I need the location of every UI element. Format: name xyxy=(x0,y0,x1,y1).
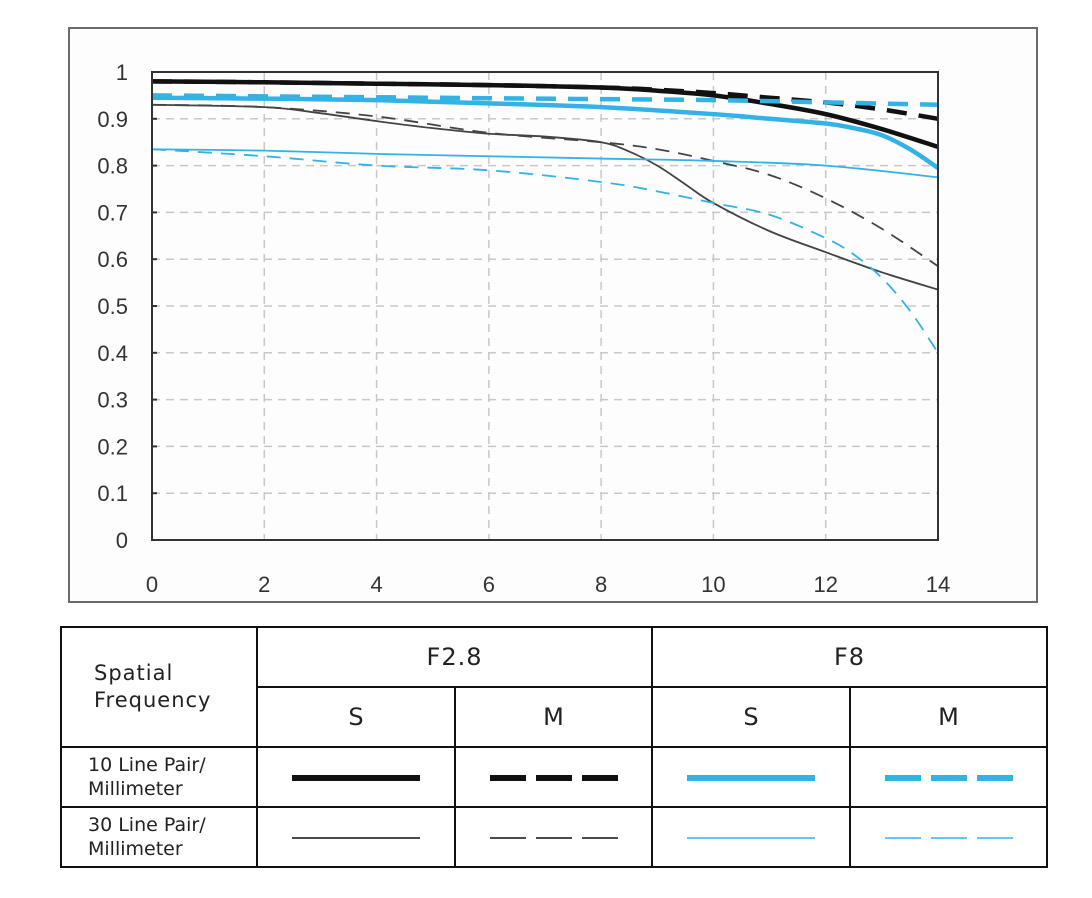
column-header-f2-8-s: S xyxy=(256,686,456,748)
series-line-f2-8-s-10-line-pair-millimeter xyxy=(151,79,939,150)
x-tick-label: 10 xyxy=(701,572,725,597)
spatial-frequency-header: Spatial Frequency xyxy=(60,626,258,748)
row-label-30lp: 30 Line Pair/ Millimeter xyxy=(60,806,258,868)
legend-cell-f2-8-m-30 xyxy=(453,806,654,868)
y-tick-label: 0.3 xyxy=(97,388,128,413)
mtf-chart: 00.10.20.30.40.50.60.70.80.910 2 4 6 8 10 12 14 xyxy=(97,60,950,597)
legend-cell-f2-8-s-30 xyxy=(256,806,456,868)
x-tick-label: 2 xyxy=(258,572,270,597)
legend-sample-f2-8-m-10 xyxy=(489,775,618,781)
legend-sample-f2-8-s-10 xyxy=(292,775,420,781)
x-tick-label: 6 xyxy=(483,572,495,597)
y-tick-label: 0.2 xyxy=(97,434,128,459)
legend-table: Spatial Frequency F2.8 F8 S M S M 10 Lin… xyxy=(60,626,1049,868)
row-label-10lp-line1: 10 Line Pair/ xyxy=(88,754,206,776)
legend-sample-f8-m-10 xyxy=(884,775,1013,781)
y-tick-label: 0 xyxy=(116,528,128,553)
x-tick-label: 0 xyxy=(146,572,158,597)
y-tick-label: 0.1 xyxy=(97,481,128,506)
series-line-f8-m-10-line-pair-millimeter xyxy=(151,93,939,108)
spatial-frequency-line2: Frequency xyxy=(94,688,212,712)
legend-sample-f8-m-30 xyxy=(884,837,1013,839)
row-label-10lp-line2: Millimeter xyxy=(88,778,183,800)
series-line-f2-8-m-30-line-pair-millimeter xyxy=(151,103,939,267)
plot-area-border xyxy=(151,71,939,541)
column-header-f8-m: M xyxy=(849,686,1049,748)
y-tick-label: 0.4 xyxy=(97,341,128,366)
row-label-10lp: 10 Line Pair/ Millimeter xyxy=(60,746,258,808)
y-tick-label: 0.9 xyxy=(97,107,128,132)
row-label-30lp-line1: 30 Line Pair/ xyxy=(88,814,206,836)
series-line-f8-m-30-line-pair-millimeter xyxy=(151,148,939,354)
legend-cell-f8-m-10 xyxy=(849,746,1049,808)
y-tick-label: 1 xyxy=(116,60,128,85)
series-layer xyxy=(151,79,940,354)
y-tick-label: 0.8 xyxy=(97,154,128,179)
grid-layer xyxy=(152,72,939,540)
y-tick-label: 0.7 xyxy=(97,200,128,225)
y-tick-label: 0.6 xyxy=(97,247,128,272)
legend-cell-f2-8-s-10 xyxy=(256,746,456,808)
row-label-30lp-line2: Millimeter xyxy=(88,838,183,860)
x-tick-label: 12 xyxy=(813,572,837,597)
y-tick-label: 0.5 xyxy=(97,294,128,319)
series-line-f2-8-s-30-line-pair-millimeter xyxy=(151,103,939,291)
legend-sample-f8-s-10 xyxy=(687,775,816,781)
x-tick-label: 14 xyxy=(926,572,950,597)
aperture-header-f8: F8 xyxy=(651,626,1049,688)
aperture-header-f2-8: F2.8 xyxy=(255,626,654,688)
spatial-frequency-line1: Spatial xyxy=(94,661,174,685)
series-line-f8-s-30-line-pair-millimeter xyxy=(151,148,939,179)
legend-cell-f8-s-10 xyxy=(651,746,852,808)
axis-layer: 00.10.20.30.40.50.60.70.80.910 2 4 6 8 10 12 14 xyxy=(97,60,950,597)
chart-frame: 0 0.1 0.2 0.3 0.4 0.5 0.6 0.7 0.8 0.9 1 0 2 4 6 8 10 12 14 xyxy=(68,27,1038,603)
legend-cell-f8-m-30 xyxy=(849,806,1049,868)
column-header-f2-8-m: M xyxy=(453,686,654,748)
series-line-f8-s-10-line-pair-millimeter xyxy=(151,95,940,170)
legend-cell-f8-s-30 xyxy=(651,806,852,868)
x-tick-label: 4 xyxy=(370,572,382,597)
legend-sample-f2-8-s-30 xyxy=(292,837,420,839)
legend-sample-f2-8-m-30 xyxy=(489,837,618,839)
legend-cell-f2-8-m-10 xyxy=(453,746,654,808)
legend-sample-f8-s-30 xyxy=(687,837,816,839)
column-header-f8-s: S xyxy=(651,686,852,748)
x-tick-label: 8 xyxy=(595,572,607,597)
